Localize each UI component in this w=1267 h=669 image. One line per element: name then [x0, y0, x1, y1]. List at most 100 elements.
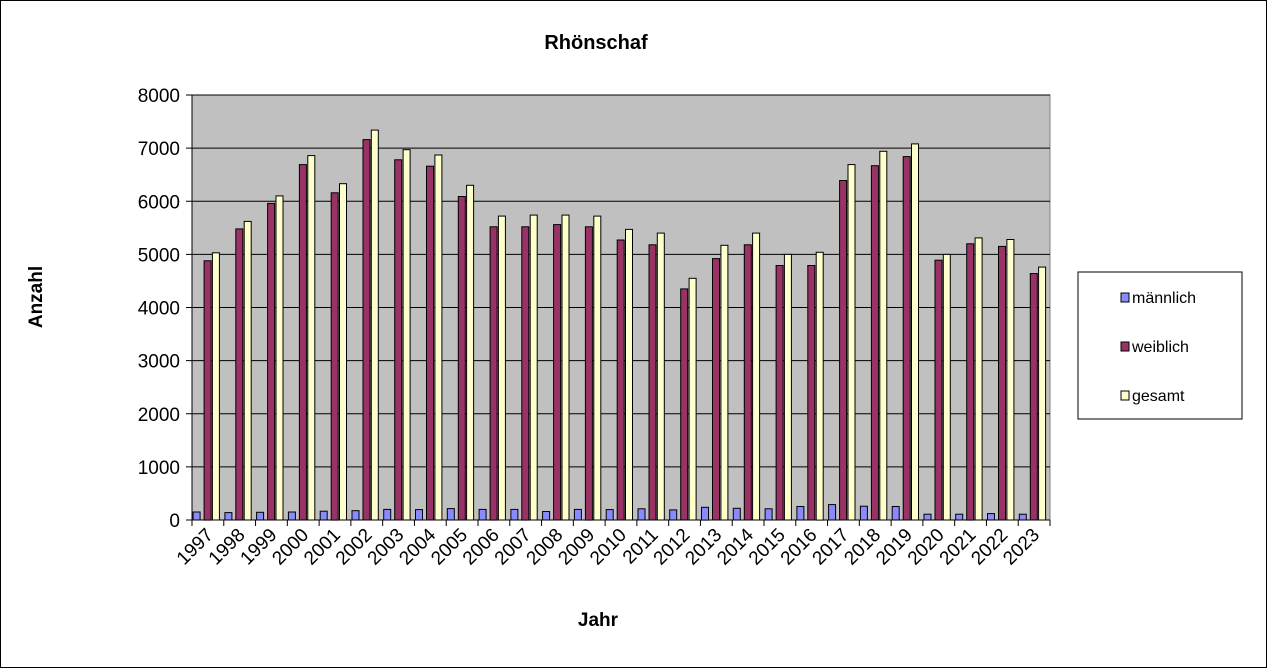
- bar-mnnlich-2006: [478, 508, 487, 521]
- bar-mnnlich-2017: [828, 504, 837, 521]
- bar-weiblich-2006: [489, 226, 498, 521]
- y-tick-label: 5000: [138, 245, 180, 266]
- bar-mnnlich-2005: [446, 508, 455, 521]
- bar-gesamt-2007: [529, 214, 538, 521]
- bar-gesamt-2013: [720, 244, 729, 521]
- legend-label: gesamt: [1132, 388, 1185, 405]
- bar-weiblich-2017: [839, 180, 848, 521]
- bar-weiblich-2015: [775, 265, 784, 521]
- bar-weiblich-2003: [394, 159, 403, 521]
- bar-mnnlich-1999: [256, 511, 265, 521]
- legend-box: [1077, 271, 1243, 420]
- chart-title: Rhönschaf: [544, 32, 648, 54]
- bar-mnnlich-2021: [955, 513, 964, 521]
- bar-mnnlich-2023: [1018, 513, 1027, 521]
- bar-gesamt-2005: [466, 184, 475, 521]
- bar-mnnlich-2004: [415, 509, 423, 521]
- bar-mnnlich-2018: [859, 505, 868, 521]
- bar-mnnlich-2011: [637, 508, 646, 521]
- bar-weiblich-2000: [298, 164, 307, 521]
- bar-gesamt-2023: [1038, 266, 1047, 521]
- y-tick-label: 1000: [138, 458, 180, 479]
- bar-weiblich-2008: [553, 224, 562, 521]
- bar-weiblich-2020: [934, 259, 943, 521]
- bar-gesamt-1997: [211, 252, 220, 521]
- bar-weiblich-2001: [330, 192, 339, 521]
- legend-label: weiblich: [1131, 339, 1189, 356]
- bar-weiblich-2002: [362, 139, 371, 521]
- bar-mnnlich-2015: [764, 508, 773, 521]
- bar-gesamt-2010: [625, 228, 633, 521]
- y-tick-label: 2000: [138, 405, 180, 426]
- bar-gesamt-2022: [1006, 239, 1015, 521]
- bar-gesamt-2018: [879, 150, 888, 521]
- bar-mnnlich-2009: [573, 508, 582, 521]
- bar-weiblich-2022: [998, 245, 1006, 521]
- legend-swatch-gesamt: [1120, 390, 1130, 401]
- bar-weiblich-2005: [457, 196, 466, 521]
- bar-weiblich-2004: [426, 165, 434, 521]
- bar-weiblich-1999: [267, 202, 276, 521]
- y-axis-title: Anzahl: [26, 266, 47, 328]
- bar-gesamt-2019: [911, 143, 919, 521]
- bar-gesamt-2004: [434, 154, 443, 521]
- bar-mnnlich-2019: [891, 506, 900, 521]
- bar-weiblich-2012: [680, 288, 689, 521]
- legend: männlich weiblich gesamt: [1077, 271, 1243, 420]
- bar-gesamt-2021: [974, 237, 983, 521]
- bar-gesamt-1999: [275, 195, 284, 521]
- bar-gesamt-2012: [688, 277, 697, 521]
- bar-gesamt-2015: [783, 253, 792, 521]
- bar-weiblich-2013: [712, 258, 720, 521]
- bar-weiblich-2009: [584, 226, 593, 521]
- bar-gesamt-2003: [402, 149, 411, 521]
- legend-swatch-weiblich: [1120, 341, 1130, 352]
- bar-mnnlich-2002: [351, 510, 360, 521]
- bar-weiblich-1997: [203, 260, 212, 521]
- bar-gesamt-2002: [370, 129, 379, 521]
- bar-weiblich-1998: [235, 228, 244, 521]
- bar-mnnlich-2012: [669, 509, 678, 521]
- plot-area: 0100020003000400050006000700080001997199…: [138, 86, 1051, 570]
- bar-gesamt-2006: [497, 215, 506, 521]
- y-tick-label: 4000: [138, 299, 180, 320]
- y-tick-label: 8000: [138, 86, 180, 107]
- legend-swatch-mnnlich: [1120, 292, 1130, 303]
- bar-weiblich-2014: [743, 244, 752, 521]
- bar-mnnlich-1997: [192, 511, 201, 521]
- x-tick-label: 2023: [999, 525, 1044, 570]
- bar-mnnlich-2010: [605, 509, 614, 521]
- bar-gesamt-2008: [561, 214, 570, 521]
- bar-mnnlich-2014: [732, 507, 741, 521]
- bar-gesamt-2014: [752, 232, 761, 521]
- bar-mnnlich-1998: [224, 512, 233, 521]
- bar-mnnlich-2000: [287, 511, 296, 521]
- bar-weiblich-2011: [648, 244, 657, 521]
- y-tick-label: 7000: [138, 139, 180, 160]
- bar-mnnlich-2003: [383, 508, 392, 521]
- bar-mnnlich-2013: [701, 506, 709, 521]
- y-tick-label: 3000: [138, 352, 180, 373]
- bar-weiblich-2018: [870, 165, 879, 521]
- bar-gesamt-2009: [593, 215, 602, 521]
- y-tick-label: 6000: [138, 192, 180, 213]
- bar-gesamt-2017: [847, 164, 856, 521]
- bar-mnnlich-2020: [923, 513, 932, 521]
- bar-weiblich-2021: [966, 243, 975, 521]
- bar-weiblich-2023: [1029, 273, 1038, 521]
- bar-mnnlich-2007: [510, 508, 519, 521]
- bar-gesamt-2001: [339, 183, 347, 521]
- bar-weiblich-2019: [902, 156, 911, 521]
- y-tick-label: 0: [169, 511, 180, 532]
- bar-mnnlich-2001: [319, 510, 328, 521]
- bar-gesamt-2000: [307, 155, 316, 521]
- bar-weiblich-2010: [616, 239, 625, 521]
- bar-gesamt-1998: [243, 220, 252, 521]
- bar-gesamt-2016: [815, 251, 824, 521]
- bar-gesamt-2020: [942, 253, 951, 521]
- bar-gesamt-2011: [656, 232, 665, 521]
- bar-mnnlich-2008: [542, 511, 551, 521]
- legend-label: männlich: [1132, 290, 1196, 307]
